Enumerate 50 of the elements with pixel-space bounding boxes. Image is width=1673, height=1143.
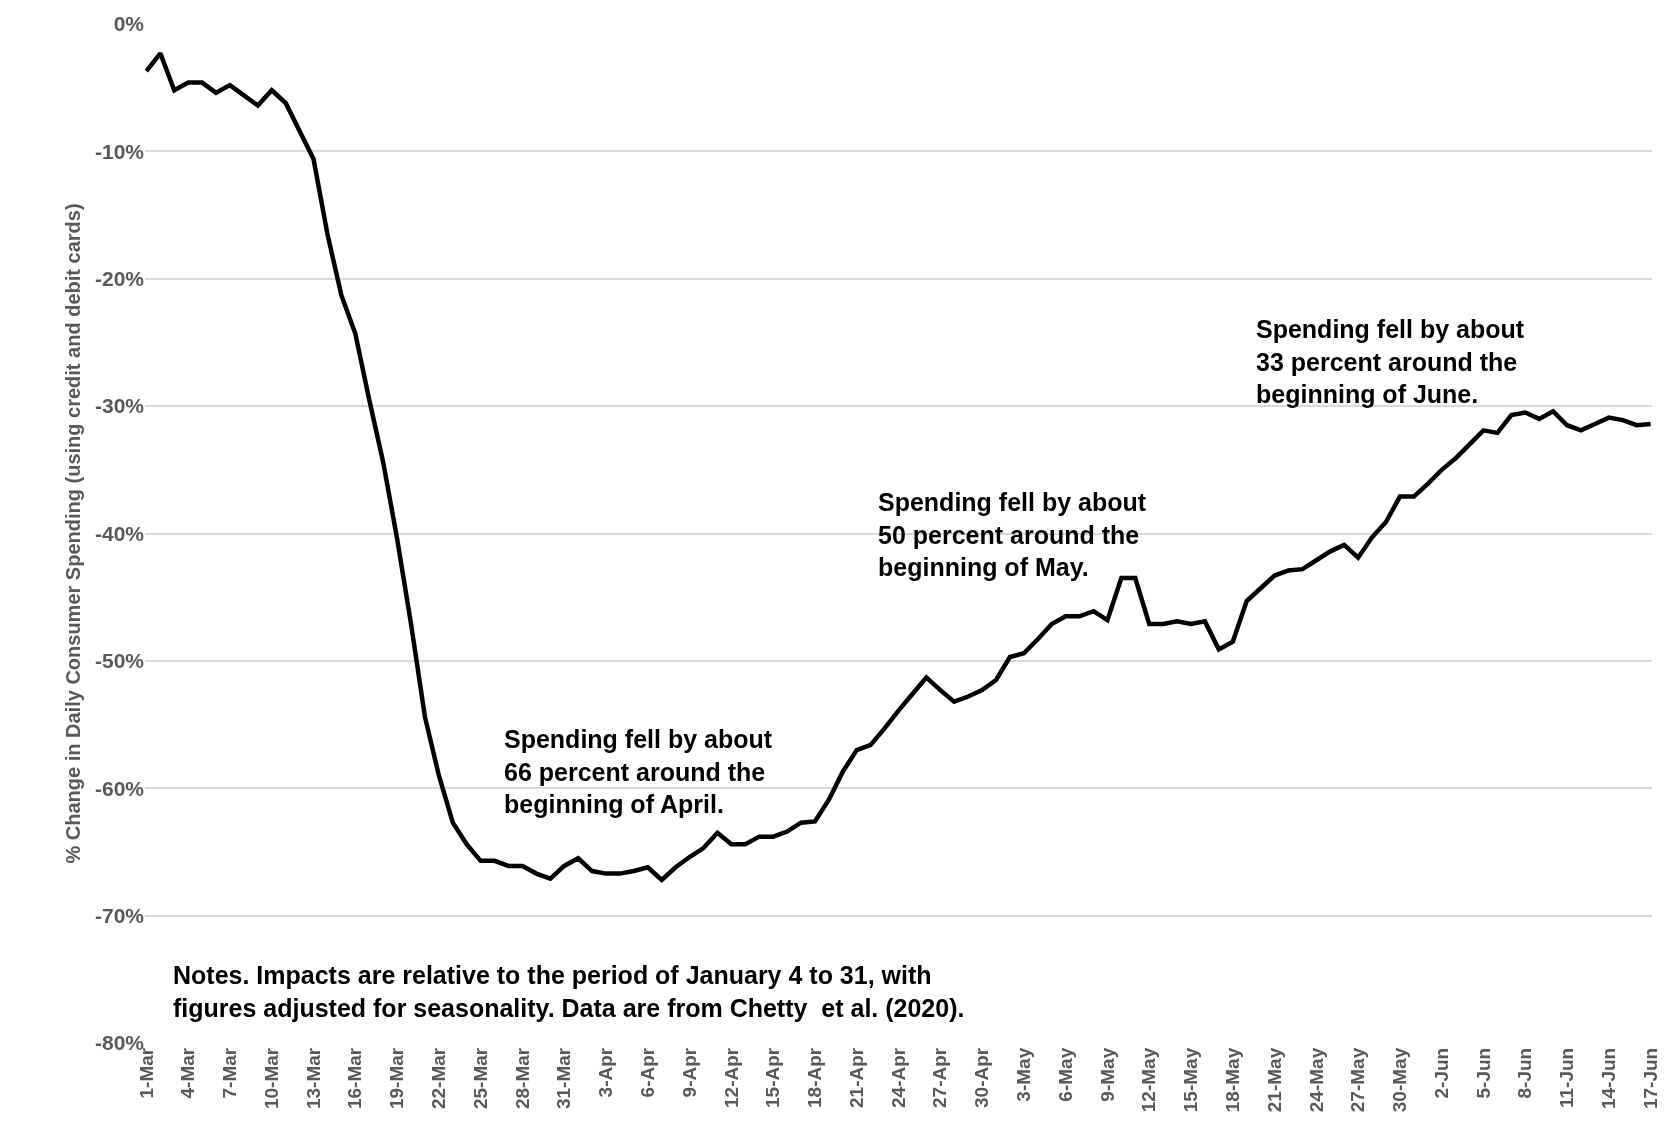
line-series (145, 51, 1652, 883)
annotation: Notes. Impacts are relative to the period of January 4 to 31, with figures adjusted for seasonality. Data are from Chetty et al. (2020). (173, 961, 965, 1022)
x-tick-label: 18-May (1221, 1047, 1243, 1113)
x-tick-label: 17-Jun (1639, 1047, 1661, 1110)
annotation: Spending fell by about 33 percent around the beginning of June. (1256, 315, 1525, 408)
x-tick-label: 3-Apr (595, 1047, 617, 1098)
x-tick-label: 28-Mar (511, 1047, 533, 1110)
x-tick-label: 30-May (1389, 1047, 1411, 1113)
annotation: Spending fell by about 66 percent around the beginning of April. (504, 725, 773, 818)
x-tick-label: 6-May (1054, 1047, 1076, 1102)
y-tick-label: 0% (113, 12, 145, 36)
y-tick-label: -20% (94, 267, 145, 291)
x-tick-label: 24-Apr (887, 1047, 909, 1108)
x-tick-label: 12-May (1138, 1047, 1160, 1113)
x-tick-label: 25-Mar (469, 1047, 491, 1110)
x-tick-label: 6-Apr (636, 1047, 658, 1098)
x-tick-label: 15-May (1180, 1047, 1202, 1113)
x-tick-label: 11-Jun (1556, 1047, 1578, 1108)
x-tick-label: 27-Apr (929, 1047, 951, 1108)
x-tick-label: 31-Mar (553, 1047, 575, 1110)
x-tick-label: 27-May (1347, 1047, 1369, 1113)
y-tick-label: -30% (94, 394, 145, 418)
x-tick-label: 9-Apr (678, 1047, 700, 1098)
y-tick-label: -70% (94, 903, 145, 927)
x-tick-label: 19-Mar (386, 1047, 408, 1110)
y-tick-label: -50% (94, 649, 145, 673)
x-tick-label: 4-Mar (177, 1047, 199, 1099)
x-tick-label: 30-Apr (971, 1047, 993, 1108)
y-tick-label: -60% (94, 776, 145, 800)
x-tick-label: 3-May (1013, 1047, 1035, 1102)
x-tick-label: 9-May (1096, 1047, 1118, 1102)
x-tick-label: 14-Jun (1597, 1047, 1619, 1110)
x-tick-label: 16-Mar (344, 1047, 366, 1110)
x-tick-label: 15-Apr (762, 1047, 784, 1108)
x-tick-label: 12-Apr (720, 1047, 742, 1108)
x-tick-label: 13-Mar (302, 1047, 324, 1110)
x-tick-label: 18-Apr (804, 1047, 826, 1108)
x-tick-label: 7-Mar (219, 1047, 241, 1099)
y-tick-label: -10% (94, 139, 145, 163)
x-tick-label: 21-Apr (845, 1047, 867, 1108)
x-tick-label: 22-Mar (428, 1047, 450, 1110)
y-tick-label: -40% (94, 521, 145, 545)
x-tick-label: 2-Jun (1430, 1047, 1452, 1099)
x-tick-label: 21-May (1263, 1047, 1285, 1113)
y-axis-title: % Change in Daily Consumer Spending (using credit and debit cards) (62, 203, 85, 864)
x-tick-label: 5-Jun (1472, 1047, 1494, 1099)
x-tick-label: 24-May (1305, 1047, 1327, 1113)
x-tick-label: 8-Jun (1514, 1047, 1536, 1099)
annotation: Spending fell by about 50 percent around the beginning of May. (878, 488, 1147, 581)
x-tick-label: 10-Mar (260, 1047, 282, 1110)
